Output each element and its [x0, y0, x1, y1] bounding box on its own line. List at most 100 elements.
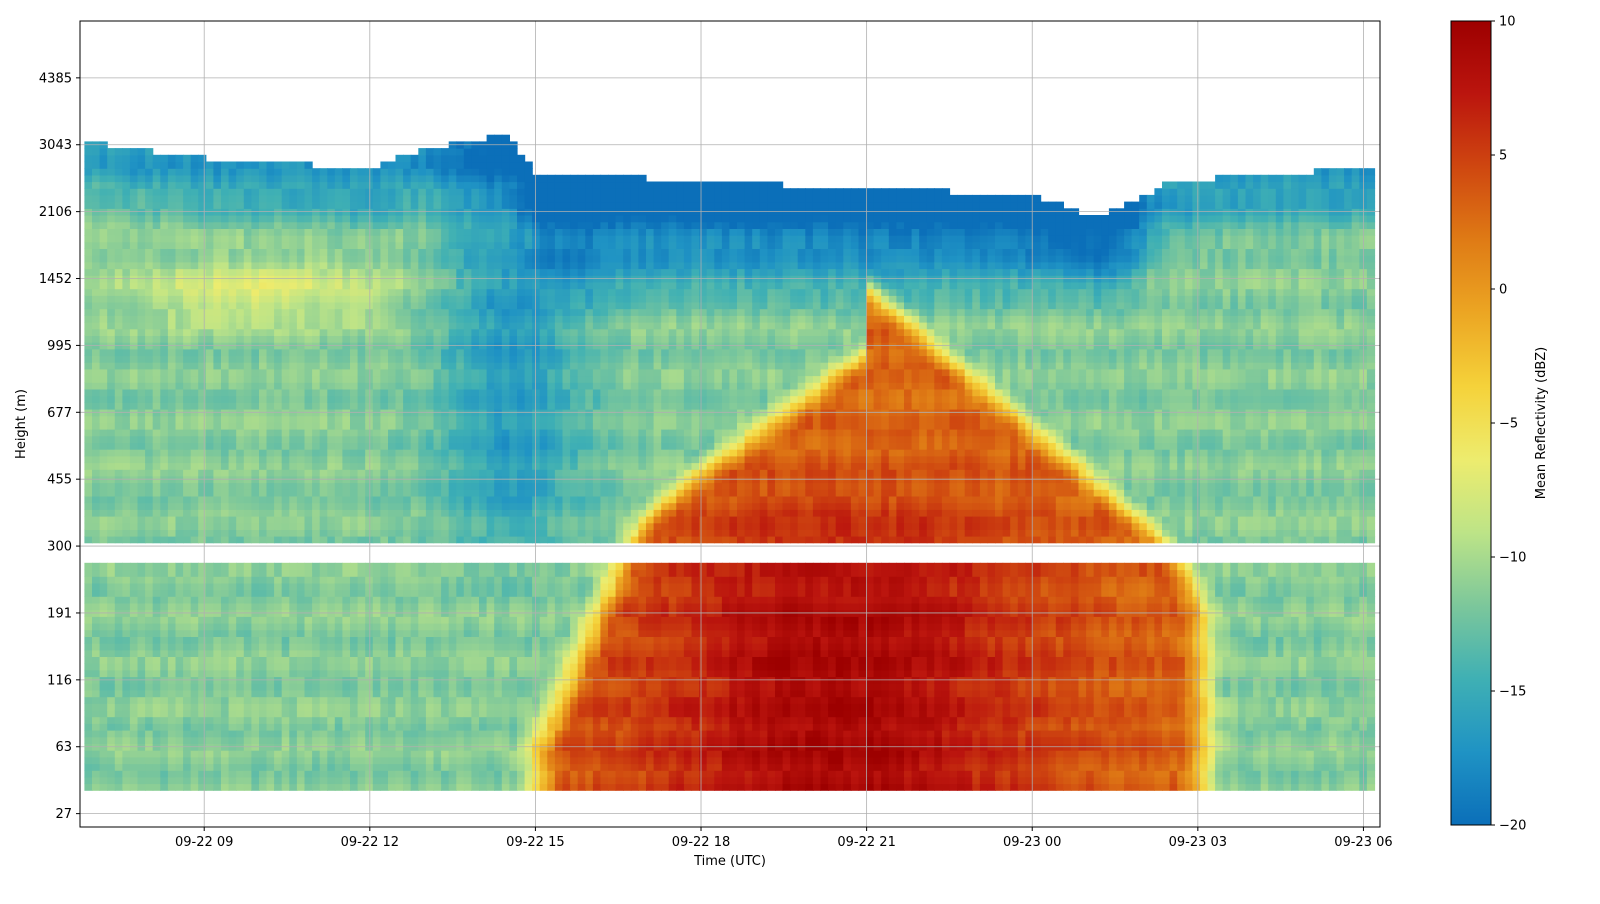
heatmap-cell [327, 301, 336, 310]
heatmap-cell [403, 489, 412, 497]
heatmap-cell [334, 382, 343, 390]
heatmap-cell [441, 215, 450, 223]
heatmap-cell [388, 442, 397, 450]
heatmap-cell [84, 589, 93, 597]
heatmap-cell [350, 362, 359, 370]
heatmap-cell [92, 516, 101, 524]
heatmap-cell [205, 355, 214, 363]
heatmap-cell [289, 201, 298, 209]
heatmap-cell [289, 248, 298, 256]
heatmap-cell [213, 362, 222, 370]
heatmap-cell [92, 663, 101, 671]
heatmap-cell [403, 348, 412, 357]
heatmap-cell [334, 442, 343, 450]
heatmap-cell [236, 482, 245, 490]
heatmap-cell [471, 295, 480, 303]
heatmap-cell [410, 663, 419, 671]
heatmap-cell [160, 328, 169, 336]
heatmap-cell [471, 248, 480, 256]
heatmap-cell [259, 643, 268, 651]
heatmap-cell [160, 161, 169, 169]
heatmap-cell [365, 261, 374, 270]
heatmap-cell [251, 703, 260, 711]
heatmap-cell [281, 536, 290, 544]
heatmap-cell [228, 723, 237, 731]
heatmap-cell [190, 709, 199, 718]
heatmap-cell [471, 502, 480, 510]
heatmap-cell [471, 629, 480, 637]
heatmap-cell [372, 288, 381, 296]
heatmap-cell [304, 709, 313, 718]
heatmap-cell [251, 589, 260, 597]
heatmap-cell [372, 415, 381, 423]
heatmap-cell [471, 683, 480, 691]
heatmap-cell [107, 589, 116, 597]
heatmap-cell [334, 776, 343, 785]
heatmap-cell [350, 602, 359, 611]
heatmap-cell [410, 161, 419, 169]
heatmap-cell [228, 576, 237, 584]
heatmap-cell [281, 255, 290, 263]
heatmap-cell [433, 241, 442, 249]
heatmap-cell [92, 756, 101, 765]
heatmap-cell [456, 154, 465, 163]
heatmap-cell [296, 415, 306, 423]
heatmap-cell [129, 362, 139, 370]
heatmap-cell [296, 576, 306, 584]
heatmap-cell [266, 328, 275, 336]
heatmap-cell [175, 435, 184, 443]
heatmap-cell [289, 582, 298, 591]
heatmap-cell [312, 395, 321, 403]
heatmap-cell [289, 750, 298, 758]
heatmap-cell [228, 683, 237, 691]
heatmap-cell [167, 522, 177, 530]
heatmap-cell [380, 402, 389, 410]
heatmap-cell [122, 516, 131, 524]
heatmap-cell [479, 295, 488, 303]
heatmap-cell [107, 402, 116, 410]
heatmap-cell [441, 576, 450, 584]
heatmap-cell [228, 529, 237, 537]
heatmap-cell [175, 776, 184, 785]
heatmap-cell [486, 201, 495, 209]
heatmap-cell [243, 429, 252, 437]
heatmap-cell [236, 328, 245, 336]
heatmap-cell [319, 322, 328, 330]
heatmap-cell [259, 288, 268, 296]
heatmap-cell [289, 308, 298, 316]
heatmap-cell [350, 395, 359, 403]
heatmap-cell [372, 709, 381, 718]
heatmap-cell [456, 522, 465, 530]
heatmap-cell [471, 308, 480, 316]
heatmap-cell [388, 268, 397, 276]
heatmap-cell [183, 495, 192, 504]
heatmap-cell [388, 656, 397, 664]
heatmap-cell [319, 576, 328, 584]
heatmap-cell [84, 255, 93, 263]
heatmap-cell [266, 596, 275, 604]
heatmap-cell [183, 602, 192, 611]
heatmap-cell [175, 756, 184, 765]
heatmap-cell [274, 355, 283, 363]
heatmap-cell [388, 516, 397, 524]
heatmap-cell [380, 703, 389, 711]
heatmap-cell [486, 703, 495, 711]
heatmap-cell [92, 248, 101, 256]
heatmap-cell [137, 602, 146, 611]
heatmap-cell [221, 616, 230, 624]
heatmap-cell [221, 415, 230, 423]
heatmap-cell [334, 709, 343, 718]
heatmap-cell [259, 736, 268, 744]
heatmap-cell [167, 241, 177, 249]
heatmap-cell [463, 536, 472, 544]
heatmap-cell [463, 623, 472, 631]
heatmap-cell [289, 194, 298, 203]
heatmap-cell [494, 649, 503, 657]
heatmap-cell [266, 241, 275, 249]
heatmap-cell [296, 168, 306, 176]
heatmap-cell [183, 388, 192, 397]
heatmap-cell [228, 322, 237, 330]
heatmap-cell [357, 636, 366, 644]
heatmap-cell [228, 335, 237, 343]
heatmap-cell [114, 268, 123, 276]
